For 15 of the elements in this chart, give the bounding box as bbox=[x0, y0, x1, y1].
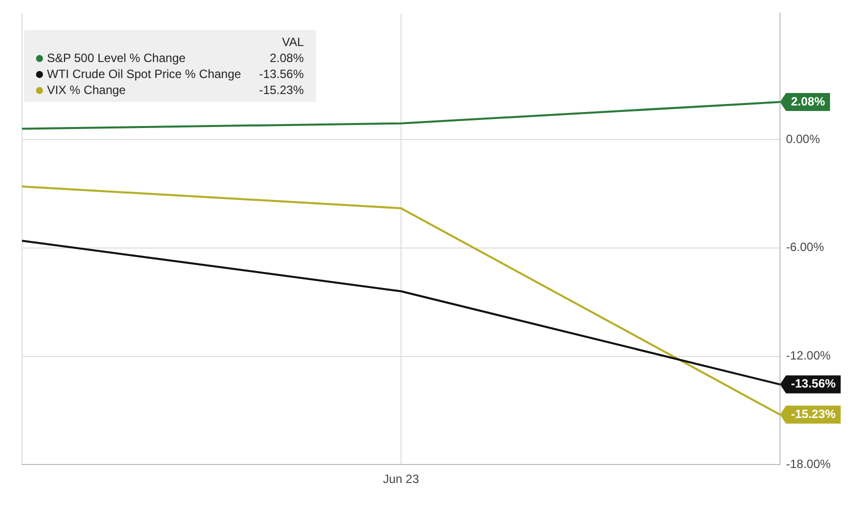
legend-title: VAL bbox=[280, 34, 305, 50]
legend-label: S&P 500 Level % Change bbox=[46, 50, 187, 66]
x-tick-label: Jun 23 bbox=[382, 472, 420, 486]
text: 2.08% bbox=[270, 51, 304, 65]
data-label: 2.08% bbox=[791, 94, 826, 108]
legend-label: VIX % Change bbox=[46, 82, 127, 98]
y-tick-label: -12.00% bbox=[786, 348, 832, 363]
data-label: -13.56% bbox=[791, 376, 836, 391]
data-label: -15.23% bbox=[791, 406, 836, 421]
legend-label: WTI Crude Oil Spot Price % Change bbox=[46, 66, 242, 82]
y-tick-label: 0.00% bbox=[786, 132, 820, 146]
text: -15.23% bbox=[259, 83, 304, 97]
y-tick-label: -18.00% bbox=[786, 456, 832, 471]
y-tick-label: -6.00% bbox=[786, 240, 824, 254]
text: -13.56% bbox=[259, 67, 304, 81]
